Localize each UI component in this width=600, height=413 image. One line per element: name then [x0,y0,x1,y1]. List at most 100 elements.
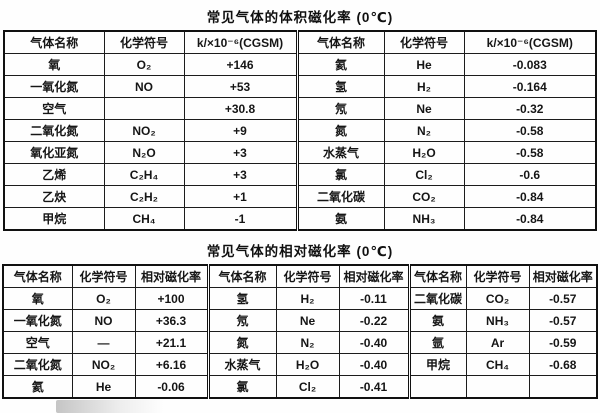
chemical-symbol-cell: N₂O [103,141,185,164]
value-cell: -0.84 [463,185,597,208]
table-row: 一氧化氮 NO +36.3 氖 Ne -0.22 氨 NH₃ -0.57 [2,309,598,332]
chemical-symbol-cell: H₂ [383,75,465,98]
chemical-symbol-cell [465,375,530,399]
value-cell: +3 [183,163,298,186]
value-cell: +3 [183,141,298,164]
chemical-symbol-header: 化学符号 [275,264,340,288]
table-row: 乙炔 C₂H₂ +1 二氧化碳 CO₂ -0.84 [3,185,597,208]
value-cell: -0.6 [463,163,597,186]
gas-name-cell: 甲烷 [3,207,105,231]
gas-name-cell: 氖 [295,97,385,120]
chemical-symbol-cell: NH₃ [383,207,465,231]
table-row: 甲烷 CH₄ -1 氨 NH₃ -0.84 [3,207,597,231]
chemical-symbol-header: 化学符号 [103,30,185,54]
chemical-symbol-cell: O₂ [103,53,185,76]
gas-name-cell: 二氧化碳 [407,287,467,310]
value-cell: -0.58 [463,141,597,164]
table-row: 氦 He -0.06 氯 Cl₂ -0.41 [2,375,598,399]
gas-name-cell: 二氧化氮 [2,353,73,376]
chemical-symbol-cell: N₂ [383,119,465,142]
table-row: 氧化亚氮 N₂O +3 水蒸气 H₂O -0.58 [3,141,597,164]
value-cell: +1 [183,185,298,208]
gas-name-cell: 氨 [295,207,385,231]
value-cell: -0.68 [528,353,598,376]
value-cell: -0.40 [338,353,410,376]
gas-name-cell: 氖 [206,309,277,332]
value-cell: -0.41 [338,375,410,399]
value-cell: -1 [183,207,298,231]
gas-name-cell: 氦 [295,53,385,76]
gas-name-cell: 水蒸气 [206,353,277,376]
relative-table-head: 气体名称 化学符号 相对磁化率 气体名称 化学符号 相对磁化率 气体名称 化学符号 相对磁化率 [2,264,598,288]
scan-smudge-artifact [56,400,164,413]
value-cell: -0.84 [463,207,597,231]
chemical-symbol-cell: — [71,331,136,354]
chemical-symbol-cell: Cl₂ [383,163,465,186]
value-cell: +6.16 [134,353,209,376]
chemical-symbol-cell: CH₄ [465,353,530,376]
chemical-symbol-cell: NO [71,309,136,332]
volume-table-body: 氧 O₂ +146 氦 He -0.083 一氧化氮 NO +53 氢 H₂ -0.164 空气 +30.… [3,53,597,231]
chemical-symbol-cell: CO₂ [465,287,530,310]
value-header: 相对磁化率 [134,264,209,288]
table-row: 氧 O₂ +100 氢 H₂ -0.11 二氧化碳 CO₂ -0.57 [2,287,598,310]
value-cell: -0.22 [338,309,410,332]
chemical-symbol-cell: H₂O [275,353,340,376]
value-cell: +21.1 [134,331,209,354]
chemical-symbol-cell [103,97,185,120]
gas-name-header: 气体名称 [206,264,277,288]
chemical-symbol-cell: H₂ [275,287,340,310]
gas-name-cell: 氧 [3,53,105,76]
gas-name-cell: 甲烷 [407,353,467,376]
chemical-symbol-cell: NH₃ [465,309,530,332]
value-header: k/×10⁻⁶(CGSM) [463,30,597,54]
chemical-symbol-cell: C₂H₂ [103,185,185,208]
value-cell: -0.32 [463,97,597,120]
chemical-symbol-header: 化学符号 [71,264,136,288]
volume-susceptibility-table: 气体名称 化学符号 k/×10⁻⁶(CGSM) 气体名称 化学符号 k/×10⁻⁶(CGS… [3,30,597,231]
value-cell: +100 [134,287,209,310]
gas-name-cell [407,375,467,399]
gas-name-header: 气体名称 [295,30,385,54]
gas-name-cell: 氨 [407,309,467,332]
value-cell: -0.57 [528,309,598,332]
gas-name-cell: 空气 [2,331,73,354]
value-cell: -0.58 [463,119,597,142]
table-row: 一氧化氮 NO +53 氢 H₂ -0.164 [3,75,597,98]
chemical-symbol-header: 化学符号 [383,30,465,54]
chemical-symbol-cell: NO₂ [71,353,136,376]
value-cell: -0.164 [463,75,597,98]
table-row: 空气 +30.8 氖 Ne -0.32 [3,97,597,120]
gas-name-header: 气体名称 [2,264,73,288]
gas-name-cell: 氮 [295,119,385,142]
value-cell: -0.59 [528,331,598,354]
chemical-symbol-cell: CH₄ [103,207,185,231]
gas-name-cell: 氮 [206,331,277,354]
gas-name-cell: 二氧化氮 [3,119,105,142]
chemical-symbol-cell: Ar [465,331,530,354]
gas-name-cell: 氧化亚氮 [3,141,105,164]
relative-table-body: 氧 O₂ +100 氢 H₂ -0.11 二氧化碳 CO₂ -0.57 一氧化氮 NO +36.3 氖 N… [2,287,598,399]
value-cell: +9 [183,119,298,142]
chemical-symbol-header: 化学符号 [465,264,530,288]
gas-name-cell: 空气 [3,97,105,120]
chemical-symbol-cell: CO₂ [383,185,465,208]
value-cell: -0.40 [338,331,410,354]
table-row: 二氧化氮 NO₂ +9 氮 N₂ -0.58 [3,119,597,142]
relative-table-title: 常见气体的相对磁化率 (0℃) [206,244,394,259]
header-row: 气体名称 化学符号 相对磁化率 气体名称 化学符号 相对磁化率 气体名称 化学符号 相对磁化率 [2,264,598,288]
chemical-symbol-cell: He [71,375,136,399]
gas-name-cell: 一氧化氮 [3,75,105,98]
volume-table-head: 气体名称 化学符号 k/×10⁻⁶(CGSM) 气体名称 化学符号 k/×10⁻⁶(CGS… [3,30,597,54]
value-cell: +53 [183,75,298,98]
gas-name-cell: 二氧化碳 [295,185,385,208]
volume-table-title: 常见气体的体积磁化率 (0℃) [206,10,394,25]
value-cell: -0.57 [528,287,598,310]
value-header: k/×10⁻⁶(CGSM) [183,30,298,54]
chemical-symbol-cell: O₂ [71,287,136,310]
value-header: 相对磁化率 [528,264,598,288]
value-cell: -0.11 [338,287,410,310]
table-row: 乙烯 C₂H₄ +3 氯 Cl₂ -0.6 [3,163,597,186]
chemical-symbol-cell: NO [103,75,185,98]
